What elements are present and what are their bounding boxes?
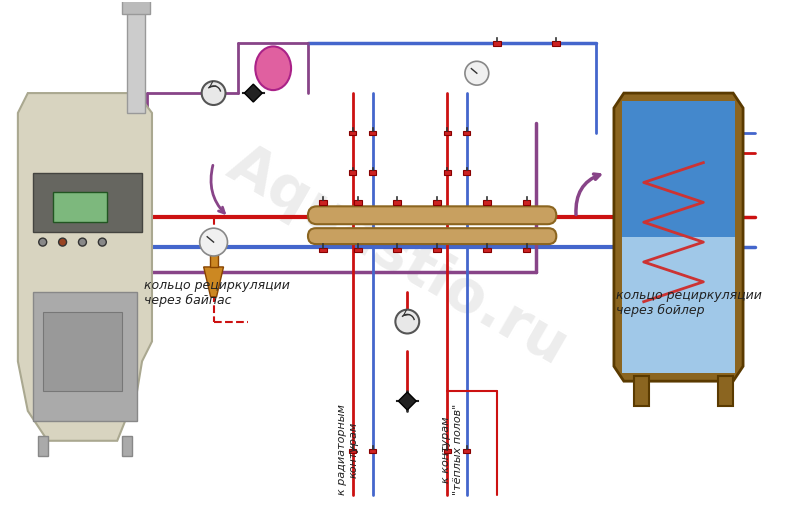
Polygon shape — [614, 93, 743, 381]
Bar — [493, 41, 501, 46]
Bar — [433, 200, 441, 205]
Bar — [38, 436, 48, 456]
Circle shape — [38, 238, 46, 246]
Ellipse shape — [255, 47, 291, 90]
Bar — [349, 131, 356, 135]
Text: кольцо рециркуляции
через байпас: кольцо рециркуляции через байпас — [144, 279, 290, 307]
Circle shape — [98, 238, 106, 246]
Polygon shape — [204, 267, 223, 297]
Bar — [522, 200, 530, 205]
Text: к радиаторным
контурам: к радиаторным контурам — [337, 404, 358, 496]
Bar — [394, 248, 402, 252]
Bar — [122, 0, 150, 14]
Bar — [210, 252, 218, 267]
Text: Aquastio.ru: Aquastio.ru — [218, 136, 578, 376]
Bar — [354, 200, 362, 205]
Circle shape — [58, 238, 66, 246]
Bar — [463, 131, 470, 135]
Circle shape — [202, 81, 226, 105]
Bar — [443, 449, 450, 453]
Text: кольцо рециркуляции
через бойлер: кольцо рециркуляции через бойлер — [616, 288, 762, 316]
Bar — [354, 248, 362, 252]
Bar — [369, 131, 376, 135]
Bar — [319, 248, 327, 252]
Bar — [482, 200, 490, 205]
Bar — [53, 193, 107, 222]
Bar — [522, 248, 530, 252]
Bar — [463, 170, 470, 175]
FancyBboxPatch shape — [308, 228, 556, 244]
Bar — [127, 0, 145, 113]
Bar — [463, 449, 470, 453]
Bar — [482, 248, 490, 252]
Bar — [634, 376, 649, 406]
Bar — [622, 237, 735, 373]
Bar — [369, 449, 376, 453]
Bar — [443, 131, 450, 135]
Circle shape — [78, 238, 86, 246]
Bar — [433, 248, 441, 252]
Bar — [319, 200, 327, 205]
Bar — [369, 170, 376, 175]
Circle shape — [200, 228, 227, 256]
Polygon shape — [18, 93, 152, 441]
FancyBboxPatch shape — [308, 206, 556, 224]
Bar — [33, 173, 142, 232]
Bar — [349, 449, 356, 453]
Text: к контурам
"тёплых полов": к контурам "тёплых полов" — [441, 404, 462, 496]
Bar — [443, 170, 450, 175]
Circle shape — [395, 310, 419, 333]
Bar — [33, 292, 137, 421]
Bar — [42, 312, 122, 391]
Circle shape — [465, 61, 489, 85]
Bar — [394, 200, 402, 205]
Bar — [552, 41, 560, 46]
Bar — [718, 376, 733, 406]
Bar — [349, 170, 356, 175]
Polygon shape — [398, 392, 416, 410]
Bar — [122, 436, 132, 456]
Bar — [622, 101, 735, 237]
Polygon shape — [244, 84, 262, 102]
